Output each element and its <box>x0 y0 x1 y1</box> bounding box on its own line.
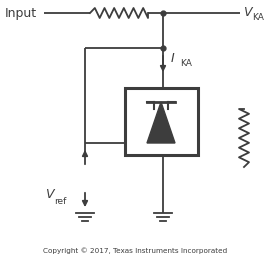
Text: V: V <box>45 188 53 201</box>
Text: KA: KA <box>180 59 192 68</box>
Text: I: I <box>171 51 175 65</box>
Polygon shape <box>147 102 175 143</box>
Text: KA: KA <box>252 14 264 23</box>
Bar <box>125 88 198 155</box>
Text: Input: Input <box>5 6 37 20</box>
Text: ref: ref <box>54 197 66 206</box>
Text: Copyright © 2017, Texas Instruments Incorporated: Copyright © 2017, Texas Instruments Inco… <box>43 248 227 254</box>
Text: V: V <box>243 6 251 20</box>
